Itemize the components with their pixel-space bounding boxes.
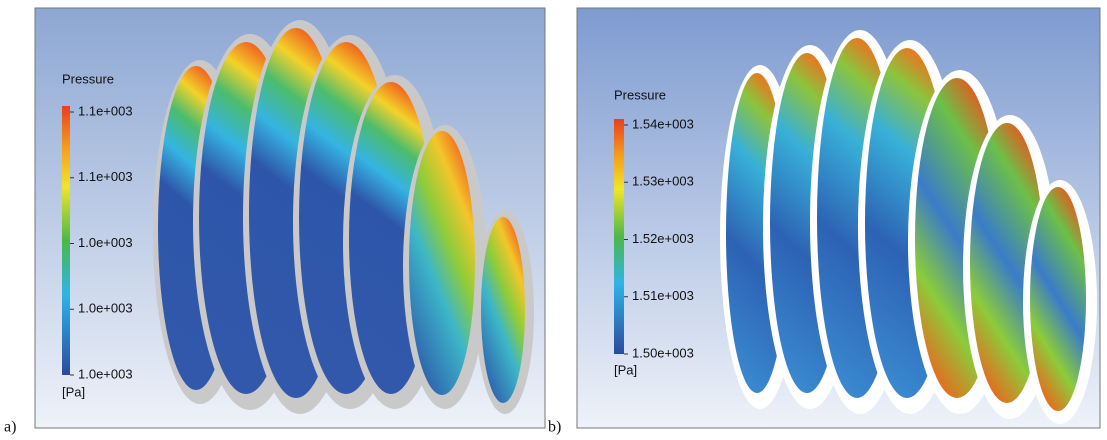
legend-tick-label: 1.0e+003	[78, 366, 133, 381]
legend-title: Pressure	[614, 87, 666, 102]
panel-a-discs	[153, 20, 534, 414]
legend-tick-label: 1.1e+003	[78, 103, 133, 118]
legend-tick-label: 1.54e+003	[632, 116, 694, 131]
legend-tick-label: 1.50e+003	[632, 345, 694, 360]
legend-unit: [Pa]	[62, 384, 85, 399]
legend-tick-label: 1.51e+003	[632, 288, 694, 303]
panel-label: a)	[4, 419, 16, 435]
color-bar	[62, 106, 70, 375]
panel-b-discs	[720, 30, 1097, 424]
panel-label: b)	[548, 419, 561, 435]
legend-unit: [Pa]	[614, 362, 637, 377]
legend-tick-label: 1.53e+003	[632, 174, 694, 189]
legends: a) Pressure 1.1e+003 1.1e+003 1.0e+003 1.0e+0…	[4, 71, 694, 435]
legend-tick-label: 1.0e+003	[78, 235, 133, 250]
legend-title: Pressure	[62, 71, 114, 86]
legend-tick-label: 1.0e+003	[78, 301, 133, 316]
legend-tick-label: 1.52e+003	[632, 231, 694, 246]
color-bar	[614, 119, 624, 354]
legend-tick-label: 1.1e+003	[78, 169, 133, 184]
